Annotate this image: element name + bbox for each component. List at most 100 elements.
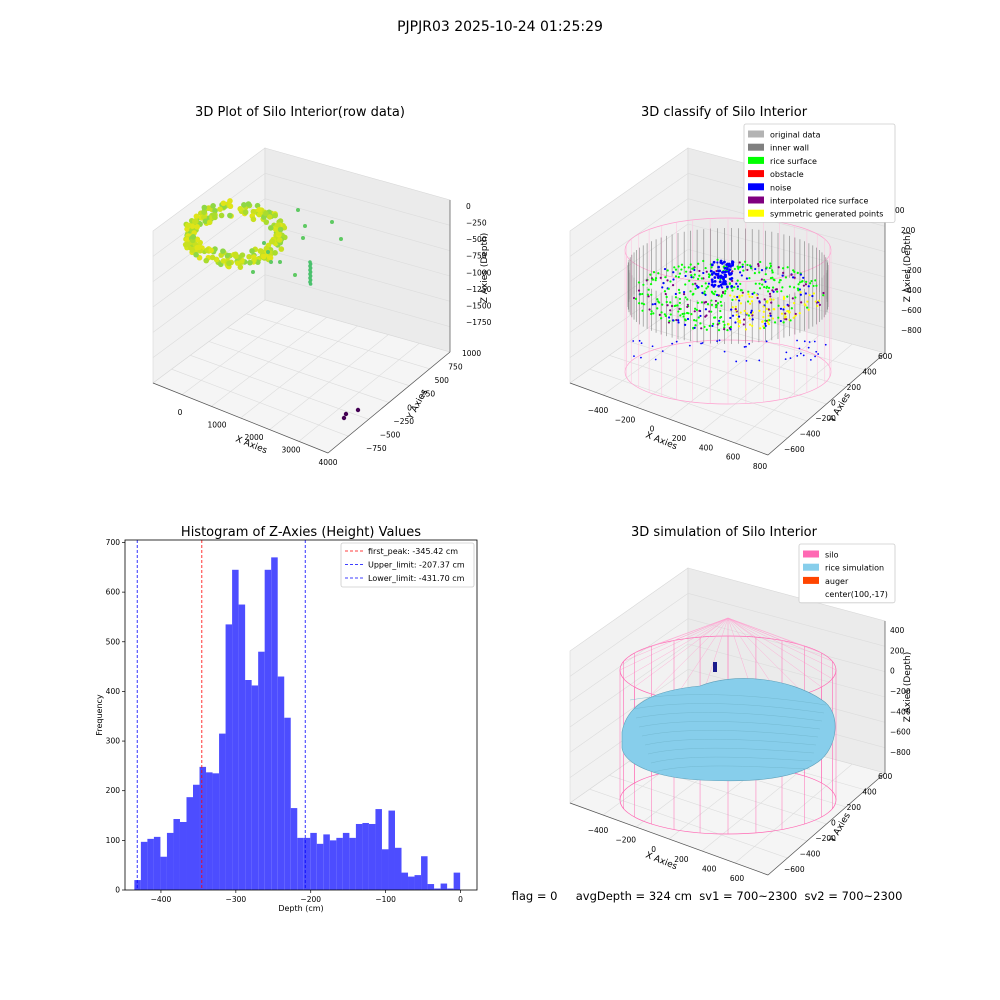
- classified-point: [718, 322, 721, 325]
- classified-point: [722, 320, 725, 323]
- classified-point: [695, 319, 698, 322]
- noise-point: [640, 342, 643, 345]
- classified-point: [666, 304, 669, 307]
- classified-point: [678, 301, 681, 305]
- classified-point: [677, 275, 680, 279]
- noise-point: [726, 285, 729, 289]
- classified-point: [738, 294, 741, 298]
- classified-point: [693, 319, 696, 322]
- noise-point: [745, 359, 748, 362]
- raw-point: [250, 216, 257, 223]
- histogram-bar: [258, 651, 265, 890]
- classified-point: [708, 324, 711, 327]
- classified-point: [696, 277, 700, 281]
- noise-point: [721, 271, 724, 274]
- noise-point: [730, 271, 733, 275]
- raw-point: [250, 208, 257, 215]
- classified-point: [764, 322, 767, 325]
- classified-point: [661, 303, 664, 306]
- classified-point: [650, 312, 653, 316]
- panel4-title: 3D simulation of Silo Interior: [631, 525, 818, 540]
- histogram-bar: [440, 883, 448, 890]
- classified-point: [723, 326, 726, 329]
- classified-point: [664, 276, 667, 279]
- footer-status: flag = 0 avgDepth = 324 cm sv1 = 700~230…: [512, 889, 903, 903]
- classified-point: [800, 301, 803, 304]
- classified-point: [814, 279, 817, 282]
- classified-point: [753, 272, 756, 275]
- raw-point: [209, 254, 216, 261]
- classified-point: [815, 284, 818, 287]
- classified-point: [669, 309, 672, 312]
- noise-point: [765, 340, 768, 343]
- classified-point: [683, 312, 686, 315]
- x-tick-label: 400: [699, 443, 714, 452]
- silo-wire: [727, 617, 757, 638]
- histogram-bar: [394, 847, 402, 890]
- noise-point: [730, 284, 734, 288]
- classified-point: [771, 269, 774, 272]
- raw-point: [263, 210, 269, 217]
- auger: [713, 662, 717, 672]
- classified-point: [683, 290, 686, 294]
- noise-point: [717, 265, 721, 269]
- y-tick-label: 0: [831, 399, 836, 408]
- classified-point: [755, 294, 758, 297]
- classified-point: [684, 283, 687, 286]
- x-tick-label: −200: [615, 415, 636, 424]
- raw-point: [277, 218, 284, 224]
- histogram-legend-label: Lower_limit: -431.70 cm: [368, 574, 465, 583]
- noise-point: [717, 284, 721, 288]
- y-tick-label: 250: [421, 390, 436, 399]
- raw-point: [194, 244, 201, 251]
- classified-point: [680, 263, 684, 266]
- z-tick-label: −1250: [466, 285, 492, 294]
- classified-point: [763, 285, 766, 289]
- classified-point: [822, 291, 825, 295]
- raw-point: [263, 219, 270, 225]
- raw-point: [275, 222, 281, 229]
- classified-point: [682, 293, 686, 296]
- silo-wire: [673, 617, 729, 641]
- classified-point: [689, 270, 692, 274]
- histogram-bar: [271, 557, 278, 890]
- silo-wire: [727, 617, 833, 679]
- grid-line: [687, 223, 886, 278]
- classified-point: [693, 268, 696, 272]
- raw-point: [277, 226, 284, 233]
- classified-point: [734, 307, 737, 311]
- x-tick-label: 0: [178, 408, 183, 417]
- classified-point: [642, 303, 646, 306]
- x-tick-label: 0: [651, 845, 656, 854]
- classified-point: [697, 262, 700, 265]
- classified-point: [704, 308, 708, 311]
- raw-point: [210, 203, 216, 209]
- classified-point: [761, 283, 764, 286]
- classified-point: [708, 310, 711, 313]
- grid-line: [569, 173, 689, 257]
- rice-mesh-line: [632, 703, 825, 714]
- classified-point: [749, 311, 753, 314]
- y-tick-label: −200: [815, 834, 836, 843]
- classified-point: [744, 328, 748, 331]
- noise-point: [711, 280, 714, 284]
- raw-point: [218, 212, 225, 219]
- silo-wire: [651, 617, 729, 695]
- classified-point: [773, 321, 777, 324]
- classified-point: [731, 306, 734, 309]
- noise-point: [722, 281, 726, 285]
- classified-point: [731, 279, 734, 283]
- classified-point: [705, 287, 708, 290]
- classified-point: [816, 304, 819, 308]
- classified-point: [669, 280, 672, 283]
- histogram-bar: [193, 784, 200, 890]
- classified-point: [666, 269, 669, 272]
- classified-point: [674, 275, 678, 278]
- noise-point: [725, 267, 729, 270]
- classified-point: [759, 260, 762, 264]
- classified-point: [812, 292, 816, 295]
- histogram-bar: [421, 856, 428, 890]
- classified-point: [814, 300, 817, 303]
- classified-point: [738, 319, 741, 322]
- x-tick-label: 200: [674, 855, 689, 864]
